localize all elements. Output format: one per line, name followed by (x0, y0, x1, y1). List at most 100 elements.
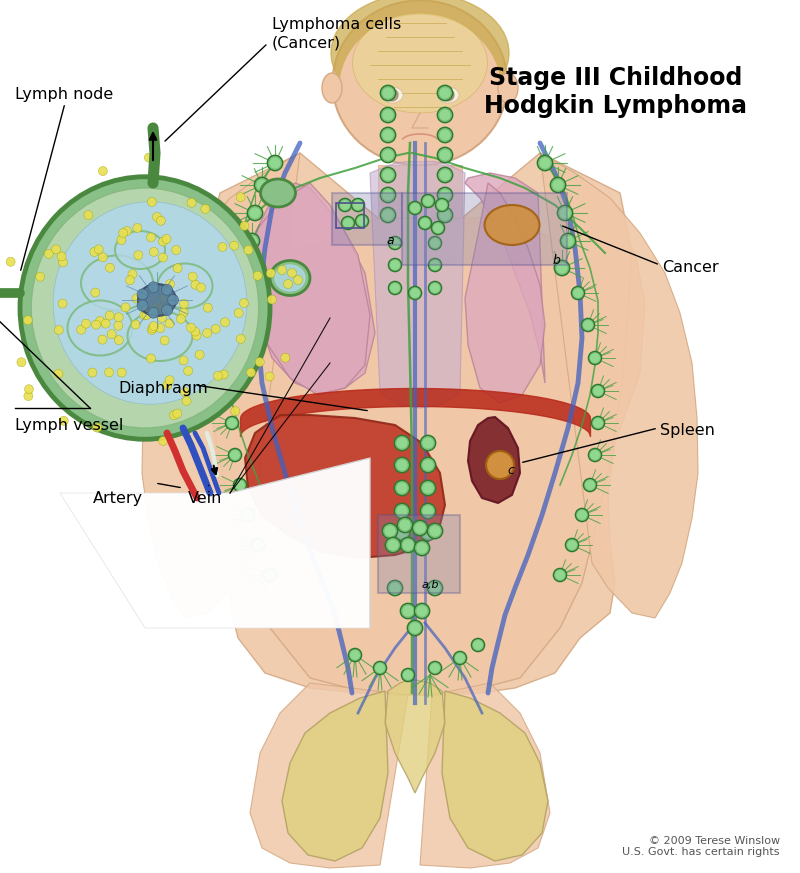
Ellipse shape (403, 540, 413, 550)
Ellipse shape (397, 460, 407, 470)
Ellipse shape (36, 272, 45, 281)
Ellipse shape (54, 369, 63, 378)
Ellipse shape (437, 87, 459, 103)
Ellipse shape (341, 201, 349, 210)
Ellipse shape (338, 198, 352, 211)
Ellipse shape (57, 252, 66, 261)
Ellipse shape (420, 526, 436, 540)
Ellipse shape (150, 321, 158, 331)
Ellipse shape (98, 167, 107, 175)
Ellipse shape (263, 568, 277, 581)
Ellipse shape (244, 245, 253, 255)
Ellipse shape (423, 483, 433, 493)
Ellipse shape (333, 1, 507, 166)
Polygon shape (370, 161, 465, 408)
Text: a,b: a,b (422, 580, 438, 590)
Ellipse shape (388, 540, 398, 550)
Text: Lymphoma cells: Lymphoma cells (272, 17, 402, 32)
Ellipse shape (102, 320, 110, 328)
Ellipse shape (402, 669, 414, 682)
Ellipse shape (394, 526, 410, 540)
Ellipse shape (247, 205, 262, 221)
Ellipse shape (184, 367, 193, 375)
Text: Spleen: Spleen (660, 423, 715, 437)
Ellipse shape (165, 319, 174, 328)
Ellipse shape (560, 208, 570, 218)
Ellipse shape (400, 537, 416, 553)
Ellipse shape (88, 368, 97, 377)
Bar (332, 193, 402, 245)
Polygon shape (420, 683, 550, 868)
Ellipse shape (253, 272, 262, 280)
Ellipse shape (247, 236, 257, 246)
Text: Artery: Artery (93, 491, 143, 506)
Ellipse shape (423, 506, 433, 516)
Ellipse shape (202, 328, 212, 338)
Ellipse shape (557, 263, 567, 273)
Ellipse shape (53, 202, 247, 404)
Ellipse shape (162, 381, 172, 389)
Ellipse shape (231, 450, 239, 459)
Ellipse shape (584, 320, 592, 329)
Ellipse shape (82, 320, 90, 328)
Ellipse shape (211, 325, 220, 333)
Polygon shape (245, 415, 445, 558)
Ellipse shape (380, 188, 396, 203)
Ellipse shape (397, 483, 407, 493)
Ellipse shape (6, 258, 15, 266)
Ellipse shape (160, 336, 169, 345)
Ellipse shape (430, 284, 439, 292)
Ellipse shape (417, 606, 427, 615)
Ellipse shape (58, 258, 67, 267)
Ellipse shape (162, 305, 173, 316)
Ellipse shape (31, 188, 258, 428)
Ellipse shape (236, 193, 245, 202)
Ellipse shape (397, 438, 407, 448)
Ellipse shape (383, 210, 393, 220)
Ellipse shape (397, 506, 407, 516)
Ellipse shape (117, 236, 126, 244)
Ellipse shape (25, 385, 34, 394)
Ellipse shape (427, 523, 442, 539)
Polygon shape (202, 153, 632, 695)
Ellipse shape (380, 86, 396, 100)
Ellipse shape (181, 388, 190, 396)
Ellipse shape (591, 384, 605, 397)
Ellipse shape (422, 195, 434, 208)
Ellipse shape (95, 316, 105, 326)
Ellipse shape (126, 276, 134, 285)
Ellipse shape (485, 205, 539, 245)
Ellipse shape (434, 223, 442, 232)
Ellipse shape (59, 416, 68, 425)
Ellipse shape (574, 289, 582, 297)
Ellipse shape (430, 239, 439, 247)
Ellipse shape (58, 299, 67, 308)
Ellipse shape (440, 130, 450, 140)
Ellipse shape (144, 153, 154, 162)
Ellipse shape (146, 309, 154, 318)
Ellipse shape (214, 371, 222, 381)
Polygon shape (468, 417, 520, 503)
Ellipse shape (270, 260, 310, 295)
Ellipse shape (197, 283, 206, 292)
Ellipse shape (427, 581, 442, 595)
Ellipse shape (165, 375, 174, 385)
Ellipse shape (140, 304, 150, 313)
Ellipse shape (560, 233, 576, 249)
Ellipse shape (568, 540, 576, 549)
Ellipse shape (162, 235, 171, 244)
Ellipse shape (391, 239, 399, 247)
Ellipse shape (257, 180, 267, 190)
Ellipse shape (128, 270, 137, 278)
Ellipse shape (381, 87, 403, 103)
Ellipse shape (266, 269, 275, 278)
Ellipse shape (248, 289, 256, 297)
Ellipse shape (391, 284, 399, 292)
Ellipse shape (251, 539, 265, 552)
Ellipse shape (590, 354, 599, 362)
Ellipse shape (270, 158, 280, 168)
Ellipse shape (440, 88, 450, 98)
Ellipse shape (98, 335, 107, 344)
Ellipse shape (423, 438, 433, 448)
Text: Diaphragm: Diaphragm (118, 381, 208, 395)
